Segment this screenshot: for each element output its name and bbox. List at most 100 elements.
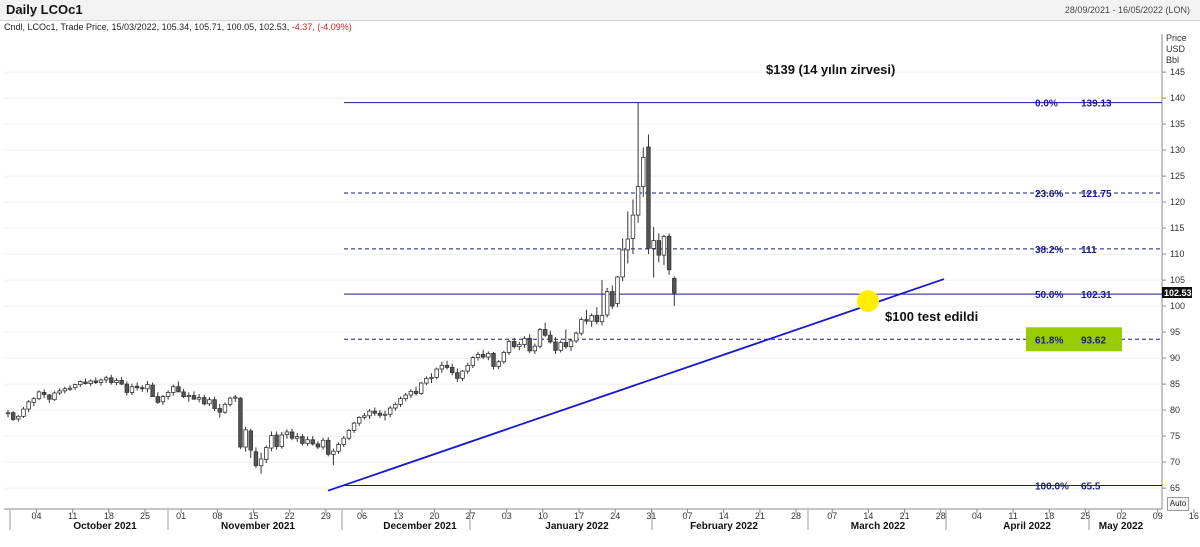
candle[interactable] [641,147,646,197]
candle[interactable] [217,403,222,418]
candle[interactable] [418,382,424,396]
candle[interactable] [212,396,217,412]
candle[interactable] [336,442,341,454]
candle[interactable] [176,381,181,393]
candle[interactable] [408,389,414,399]
candle[interactable] [31,397,37,406]
candle[interactable] [413,386,419,396]
candle[interactable] [403,392,408,402]
candle[interactable] [10,411,16,422]
candle[interactable] [589,313,594,327]
candle[interactable] [620,238,625,282]
candle[interactable] [594,307,600,325]
candle[interactable] [646,134,651,255]
candle[interactable] [517,341,522,351]
candle[interactable] [506,339,512,355]
candle[interactable] [326,437,331,457]
candle[interactable] [109,374,114,385]
candle[interactable] [191,391,197,400]
candle[interactable] [558,340,563,353]
candle[interactable] [460,370,465,381]
candle[interactable] [248,428,253,458]
candle[interactable] [300,434,305,446]
candle[interactable] [305,436,310,446]
candle[interactable] [362,413,367,420]
candle[interactable] [52,391,57,401]
candle[interactable] [269,431,274,452]
candle[interactable] [424,376,429,386]
candle[interactable] [57,388,62,396]
candle[interactable] [610,285,615,309]
candle[interactable] [398,396,403,407]
candle[interactable] [625,211,630,264]
candle[interactable] [129,383,135,396]
candle[interactable] [496,360,501,370]
candle[interactable] [388,405,393,418]
candle[interactable] [480,349,486,360]
candle[interactable] [372,407,377,416]
candle[interactable] [207,397,212,406]
candle[interactable] [320,437,326,450]
candle[interactable] [295,432,300,442]
candle[interactable] [264,445,269,464]
candle[interactable] [98,378,104,386]
candle[interactable] [124,381,129,396]
candle[interactable] [196,393,202,403]
candle[interactable] [341,436,346,448]
candle[interactable] [5,410,11,418]
candle[interactable] [429,373,434,384]
candle[interactable] [258,452,264,474]
candle[interactable] [26,400,31,413]
candle[interactable] [93,377,99,385]
candle[interactable] [579,317,584,336]
candle[interactable] [537,327,543,349]
candle[interactable] [243,426,248,452]
candle[interactable] [532,343,538,354]
candle[interactable] [656,233,661,263]
candle[interactable] [145,380,150,393]
candle[interactable] [604,287,610,318]
candle[interactable] [16,414,21,422]
candle[interactable] [186,392,191,402]
candle[interactable] [522,336,527,348]
candle[interactable] [501,350,507,364]
candle[interactable] [72,383,78,390]
candle[interactable] [83,378,88,385]
candle[interactable] [393,402,398,411]
candle[interactable] [62,386,68,394]
candle[interactable] [21,406,26,418]
candle[interactable] [465,362,470,374]
candle[interactable] [367,409,372,419]
candle[interactable] [563,329,569,349]
candle[interactable] [486,351,491,361]
candle[interactable] [284,429,290,439]
candle[interactable] [444,360,450,370]
candle[interactable] [568,338,574,351]
candle[interactable] [315,441,321,450]
auto-scale-button[interactable]: Auto [1167,497,1189,511]
candle[interactable] [491,351,496,370]
candle[interactable] [615,275,620,308]
candle[interactable] [573,331,579,344]
candle[interactable] [548,330,553,344]
candle[interactable] [233,395,238,402]
candle[interactable] [470,356,476,368]
candle[interactable] [455,368,460,383]
candle[interactable] [346,428,352,441]
candle[interactable] [36,390,42,401]
candle[interactable] [155,392,160,404]
candle[interactable] [310,436,315,446]
candle[interactable] [630,199,636,255]
candle[interactable] [253,447,259,468]
candle[interactable] [47,393,52,403]
candle[interactable] [165,390,171,400]
candle[interactable] [114,377,119,386]
candle[interactable] [449,363,455,376]
candle[interactable] [222,402,228,414]
candle[interactable] [584,309,589,325]
candle[interactable] [377,410,383,418]
candle[interactable] [202,395,207,406]
candle[interactable] [119,376,124,386]
candle[interactable] [651,227,656,278]
candle[interactable] [67,385,73,391]
